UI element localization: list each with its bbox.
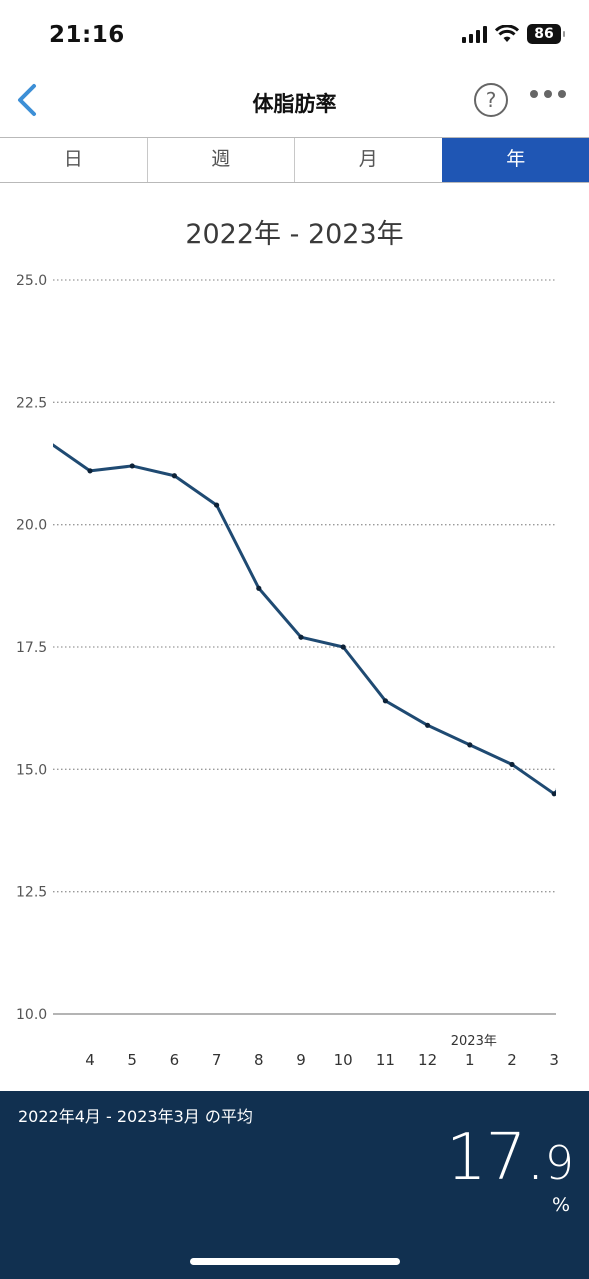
status-icons: 86 [462,24,565,44]
y-tick-label: 15.0 [16,762,47,778]
battery-icon: 86 [527,24,565,44]
home-indicator [190,1258,400,1265]
help-icon: ? [485,88,497,112]
x-tick-label: 1 [465,1051,475,1069]
data-point[interactable] [129,463,135,469]
chevron-left-icon [18,84,36,116]
x-tick-label: 7 [212,1051,222,1069]
average-summary-panel: 2022年4月 - 2023年3月 の平均 17.9 % [0,1091,589,1279]
more-dots-icon [530,90,538,98]
x-tick-label: 4 [85,1051,95,1069]
battery-level: 86 [534,26,554,42]
average-value-decimal: 9 [544,1136,574,1190]
data-point[interactable] [467,742,473,748]
x-tick-label: 10 [334,1051,353,1069]
y-tick-label: 22.5 [16,395,47,411]
data-point[interactable] [555,786,561,791]
average-unit: % [552,1194,571,1216]
x-tick-label: 9 [296,1051,306,1069]
series-line [53,443,556,796]
status-bar: 21:16 86 [0,0,589,72]
y-tick-label: 25.0 [16,273,47,289]
y-tick-label: 17.5 [16,640,47,656]
average-period-label: 2022年4月 - 2023年3月 の平均 [18,1107,253,1126]
x-tick-label: 8 [254,1051,264,1069]
page-title: 体脂肪率 [252,92,337,116]
data-point[interactable] [87,468,93,474]
x-tick-label: 5 [127,1051,137,1069]
status-time: 21:16 [49,22,125,48]
data-point[interactable] [340,644,346,650]
more-options-button[interactable] [530,90,566,98]
data-point[interactable] [298,634,304,640]
chart-title: 2022年 - 2023年 [185,219,404,250]
data-point[interactable] [214,502,220,508]
help-button[interactable]: ? [474,83,508,117]
y-tick-label: 10.0 [16,1007,47,1023]
back-button[interactable] [10,80,46,120]
x-tick-label: 11 [376,1051,395,1069]
tab-year[interactable]: 年 [441,138,589,182]
year-marker-label: 2023年 [451,1034,497,1049]
x-tick-label: 2 [507,1051,517,1069]
data-point[interactable] [509,761,515,768]
body-fat-line-chart: 25.022.520.017.515.012.510.04 5 6 7 8 9 10 11 12… [16,273,561,1069]
wifi-icon [495,25,519,42]
data-point[interactable] [382,698,388,704]
app-header: 体脂肪率 ? [0,72,589,136]
x-tick-label: 6 [170,1051,180,1069]
x-tick-label: 12 [418,1051,437,1069]
average-value-integer: 17. [445,1121,546,1195]
tab-day[interactable]: 日 [63,148,83,170]
cellular-signal-icon [462,25,487,43]
x-tick-label: 3 [549,1051,559,1069]
data-point[interactable] [551,791,557,797]
y-tick-label: 12.5 [16,885,47,901]
y-tick-label: 20.0 [16,518,47,534]
data-point[interactable] [171,473,177,479]
data-point[interactable] [425,722,431,728]
data-point[interactable] [256,585,262,591]
average-value: 17.9 [445,1121,574,1195]
period-tab-bar: 日 週 月 年 [0,137,589,183]
tab-month[interactable]: 月 [294,138,442,182]
tab-week[interactable]: 週 [146,138,295,182]
